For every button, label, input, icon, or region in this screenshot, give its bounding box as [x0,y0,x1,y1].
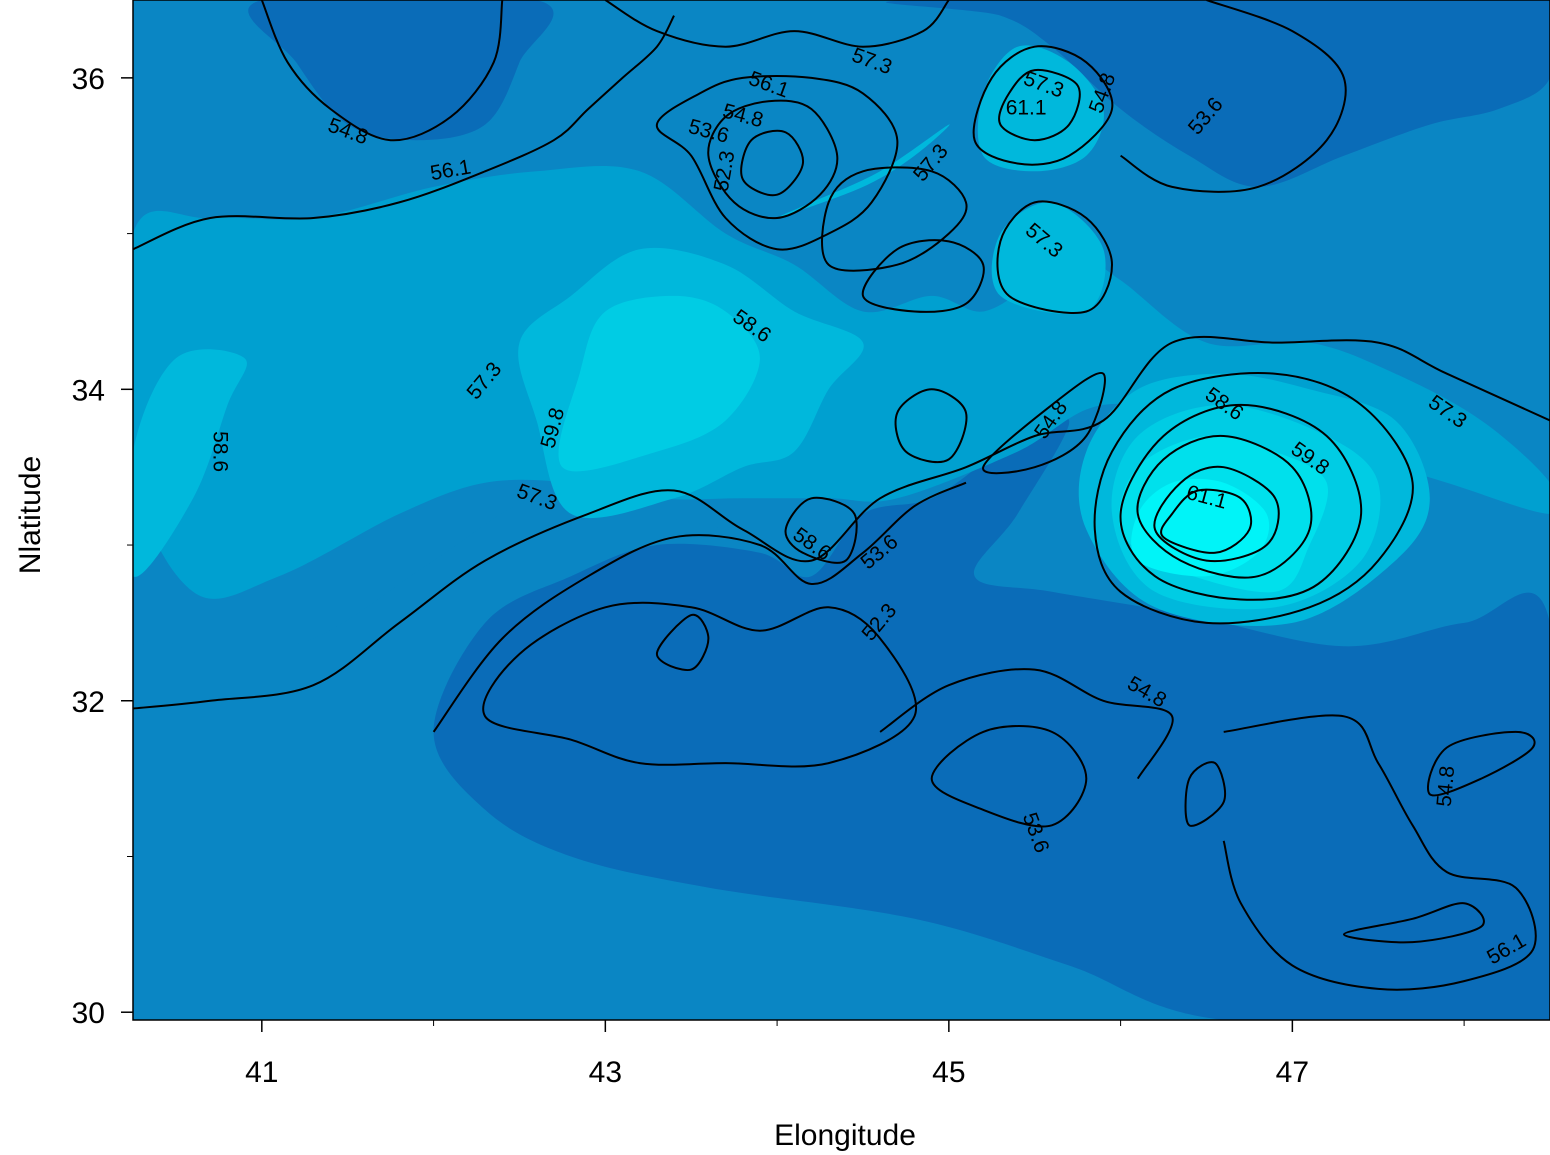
y-axis-title: Nlatitude [14,456,47,574]
contour-label: 61.1 [1006,97,1047,120]
x-tick-label: 45 [932,1056,965,1089]
contour-label: 54.8 [1433,765,1459,808]
x-axis-title: Elongitude [774,1119,916,1152]
x-tick-label: 43 [589,1056,622,1089]
contour-label: 58.6 [208,431,231,472]
y-tick-label: 30 [72,997,105,1030]
y-tick-label: 34 [72,374,105,407]
x-tick-label: 41 [245,1056,278,1089]
y-tick-label: 36 [72,63,105,96]
y-tick-label: 32 [72,686,105,719]
x-tick-label: 47 [1276,1056,1309,1089]
